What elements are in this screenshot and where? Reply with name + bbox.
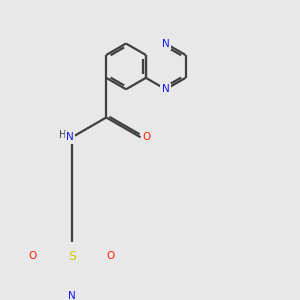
Text: N: N bbox=[68, 291, 76, 300]
Text: O: O bbox=[107, 251, 115, 261]
Text: O: O bbox=[142, 132, 151, 142]
Text: S: S bbox=[68, 250, 76, 263]
Text: O: O bbox=[29, 251, 37, 261]
Text: N: N bbox=[162, 38, 170, 49]
Text: N: N bbox=[162, 84, 170, 94]
Text: N: N bbox=[66, 132, 74, 142]
Text: H: H bbox=[59, 130, 67, 140]
